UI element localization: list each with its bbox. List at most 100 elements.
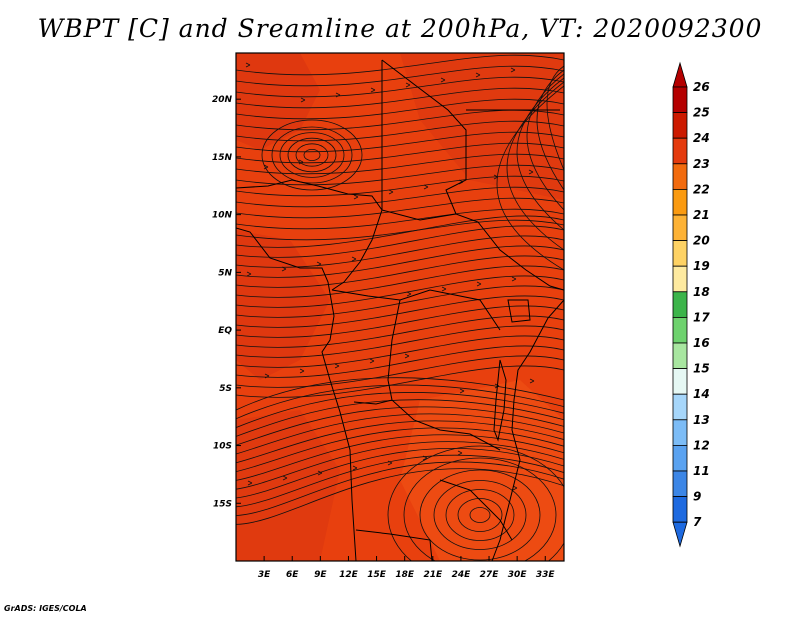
streamline — [506, 81, 564, 251]
streamline — [457, 498, 503, 532]
streamline — [236, 208, 564, 230]
y-tick-label: 5N — [218, 268, 232, 278]
border — [355, 529, 433, 561]
streamline — [236, 384, 564, 420]
border — [331, 289, 501, 331]
colorbar-label: 12 — [693, 438, 710, 452]
streamline — [236, 447, 564, 499]
border — [353, 399, 501, 451]
y-tick-label: EQ — [218, 326, 232, 336]
colorbar-label: 26 — [693, 80, 710, 94]
streamline — [298, 159, 304, 165]
colorbar-swatch — [672, 496, 688, 523]
colorbar-swatch — [672, 214, 688, 242]
streamline — [236, 413, 564, 455]
streamline — [236, 335, 564, 368]
streamline — [510, 67, 516, 73]
colorbar-bottom-arrow — [672, 521, 688, 548]
streamline — [236, 295, 564, 328]
lake — [493, 359, 507, 442]
lighter-region — [400, 380, 564, 561]
streamline — [353, 194, 359, 200]
streamline — [236, 285, 564, 318]
streamline — [236, 164, 564, 186]
streamline — [422, 455, 428, 461]
x-tick-label: 6E — [286, 570, 299, 580]
streamline — [245, 62, 251, 68]
streamline — [281, 266, 287, 272]
streamline — [334, 363, 340, 369]
border — [387, 299, 401, 401]
streamline — [496, 85, 564, 271]
x-tick-label: 33E — [536, 570, 556, 580]
streamline — [536, 69, 564, 191]
x-tick-label: 3E — [258, 570, 271, 580]
streamline — [271, 126, 353, 184]
x-tick-label: 12E — [339, 570, 359, 580]
streamline — [236, 76, 564, 98]
streamline — [516, 77, 564, 231]
colorbar-label: 17 — [693, 310, 710, 324]
streamline — [459, 388, 465, 394]
streamline — [236, 365, 564, 398]
streamline — [370, 87, 376, 93]
colorbar-swatch — [672, 240, 688, 267]
streamline — [236, 215, 564, 248]
map-title: WBPT [C] and Sreamline at 200hPa, VT: 20… — [37, 14, 763, 43]
y-tick-label: 15N — [212, 153, 233, 163]
colorbar-label: 25 — [693, 106, 710, 120]
colorbar-swatch — [672, 316, 688, 344]
streamline — [236, 406, 564, 446]
streamline — [236, 345, 564, 378]
streamline — [387, 460, 393, 466]
colorbar-swatch — [672, 112, 688, 139]
colorbar-label: 21 — [693, 208, 710, 222]
streamline — [457, 450, 463, 456]
streamline — [406, 291, 412, 297]
east-coast — [491, 299, 564, 561]
colorbar-label: 19 — [693, 259, 710, 273]
streamline — [236, 325, 564, 358]
streamline — [246, 271, 252, 277]
streamline — [404, 353, 410, 359]
streamline — [299, 368, 305, 374]
colorbar-swatch — [672, 137, 688, 165]
streamline — [236, 225, 564, 258]
colorbar-swatch — [672, 419, 688, 446]
x-tick-label: 18E — [395, 570, 415, 580]
streamline — [529, 378, 535, 384]
darker-region — [236, 53, 320, 150]
streamline — [475, 72, 481, 78]
streamline — [236, 355, 564, 388]
border — [381, 59, 467, 215]
x-tick-label: 21E — [423, 570, 443, 580]
streamline — [419, 469, 541, 561]
streamline — [546, 65, 564, 171]
colorbar-swatch — [672, 291, 688, 318]
country-borders — [236, 59, 564, 561]
colorbar-swatch — [672, 188, 688, 216]
streamline — [469, 507, 491, 523]
streamline — [236, 245, 564, 278]
colorbar-label: 7 — [693, 515, 702, 529]
streamline — [445, 489, 515, 541]
colorbar-label: 23 — [693, 157, 710, 171]
streamline — [388, 189, 394, 195]
coastline-west-africa — [236, 227, 357, 561]
streamline — [236, 454, 564, 508]
streamline — [236, 427, 564, 472]
streamline — [247, 480, 253, 486]
streamline — [433, 480, 527, 550]
streamline — [236, 275, 564, 308]
streamline — [423, 184, 429, 190]
streamline — [264, 373, 270, 379]
map-frame — [235, 52, 565, 562]
streamline — [236, 434, 564, 481]
streamline — [369, 358, 375, 364]
x-tick-label: 27E — [480, 570, 500, 580]
lake — [507, 299, 531, 323]
streamline — [236, 153, 564, 175]
y-tick-label: 20N — [212, 95, 233, 105]
streamline — [403, 457, 557, 561]
